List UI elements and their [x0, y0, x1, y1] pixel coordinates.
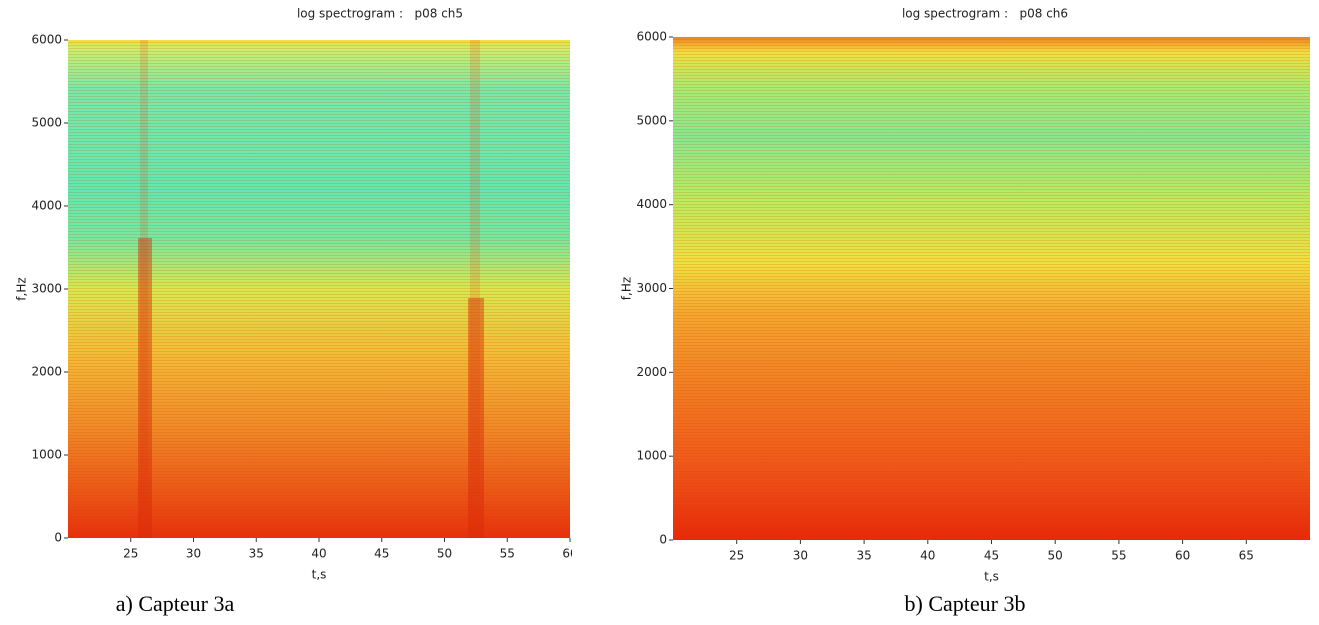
- transient-band: [140, 40, 148, 538]
- spectrogram-texture: [68, 40, 570, 538]
- y-tick-label: 3000: [31, 282, 62, 296]
- y-tick-label: 0: [54, 531, 62, 545]
- x-tick-label: 60: [1175, 549, 1190, 563]
- y-tick-label: 2000: [636, 365, 667, 379]
- x-tick-label: 60: [562, 547, 577, 561]
- y-tick-label: 1000: [636, 449, 667, 463]
- y-tick-label: 5000: [31, 116, 62, 130]
- x-axis-label: t,s: [312, 568, 327, 582]
- y-tick-label: 4000: [31, 199, 62, 213]
- x-tick-label: 35: [856, 549, 871, 563]
- x-tick-label: 45: [374, 547, 389, 561]
- y-tick-label: 0: [659, 533, 667, 547]
- x-tick-label: 50: [437, 547, 452, 561]
- x-tick-label: 30: [186, 547, 201, 561]
- transient-band: [470, 40, 480, 538]
- chart-panel: 0 1000 2000 3000 4000 5000 6000 25 30 35 40 45 50 55 6…: [15, 7, 577, 582]
- chart-title: log spectrogram : p08 ch6: [902, 7, 1068, 21]
- chart-panel: 0 1000 2000 3000 4000 5000 6000 25 30 35 40 45 50 55 6…: [620, 7, 1310, 584]
- y-tick-label: 3000: [636, 281, 667, 295]
- x-tick-label: 25: [123, 547, 138, 561]
- y-tick-label: 6000: [31, 33, 62, 47]
- y-axis-label: f,Hz: [15, 277, 29, 300]
- x-tick-label: 30: [793, 549, 808, 563]
- caption: b) Capteur 3b: [905, 591, 1026, 616]
- y-tick-label: 4000: [636, 197, 667, 211]
- y-tick-label: 1000: [31, 448, 62, 462]
- spectrogram-texture: [673, 37, 1310, 540]
- x-tick-label: 65: [1239, 549, 1254, 563]
- x-tick-label: 45: [984, 549, 999, 563]
- transient-band: [138, 238, 152, 538]
- caption: a) Capteur 3a: [116, 591, 235, 616]
- x-tick-label: 55: [1111, 549, 1126, 563]
- x-tick-label: 55: [500, 547, 515, 561]
- y-tick-label: 2000: [31, 365, 62, 379]
- chart-title: log spectrogram : p08 ch5: [297, 7, 463, 21]
- x-tick-label: 35: [249, 547, 264, 561]
- x-tick-label: 50: [1048, 549, 1063, 563]
- y-axis-label: f,Hz: [620, 277, 634, 300]
- y-tick-label: 6000: [636, 30, 667, 44]
- x-tick-label: 40: [311, 547, 326, 561]
- transient-band: [468, 298, 484, 538]
- y-tick-label: 5000: [636, 113, 667, 127]
- x-tick-label: 25: [729, 549, 744, 563]
- x-tick-label: 40: [920, 549, 935, 563]
- x-axis-label: t,s: [984, 570, 999, 584]
